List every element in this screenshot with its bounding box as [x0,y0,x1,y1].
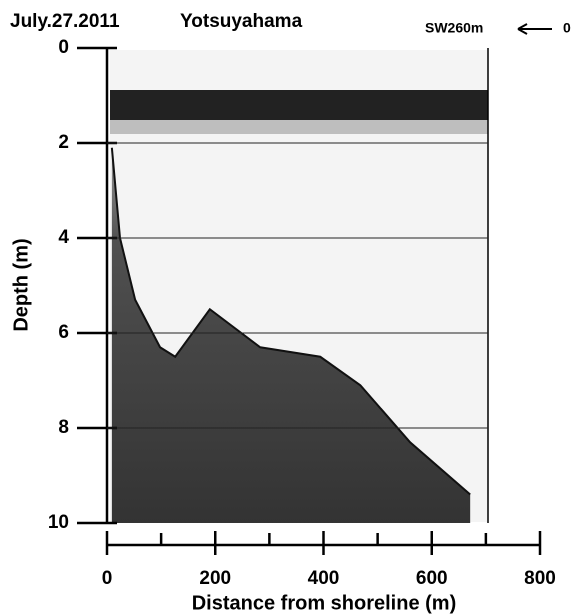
annotation: SW260m [425,20,483,36]
x-tick-label: 400 [308,568,340,589]
arrow-head [517,23,528,35]
title: July.27.2011 [10,11,120,32]
x-tick-label: 800 [524,568,556,589]
bottom-line [110,147,471,496]
x-tick-label: 600 [416,568,448,589]
y-tick-label: 6 [58,322,69,343]
bottom-echo [111,147,471,523]
subtitle: Yotsuyahama [180,11,303,32]
y-tick-label: 10 [48,512,69,533]
x-tick-label: 0 [102,568,113,589]
y-tick-label: 4 [58,227,69,248]
y-axis-label: Depth (m) [10,238,32,331]
surface-layer-fade [110,120,488,134]
surface-layer [110,90,488,120]
y-tick-label: 8 [58,417,69,438]
y-tick-label: 2 [58,132,69,153]
annotation: 0 [563,20,571,36]
x-tick-label: 200 [199,568,231,589]
x-axis-label: Distance from shoreline (m) [192,592,457,614]
y-tick-label: 0 [58,37,69,58]
